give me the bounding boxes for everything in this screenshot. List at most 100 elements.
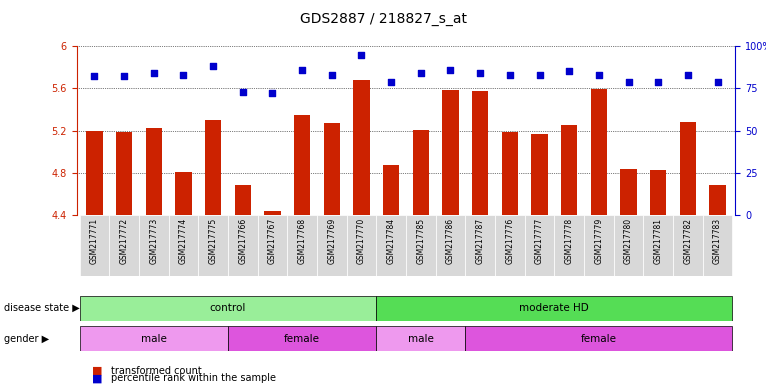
- Text: GSM217780: GSM217780: [624, 218, 633, 264]
- FancyBboxPatch shape: [198, 215, 228, 276]
- Text: disease state ▶: disease state ▶: [4, 303, 80, 313]
- Bar: [294, 115, 310, 215]
- Text: GSM217776: GSM217776: [506, 218, 514, 264]
- Text: GSM217768: GSM217768: [298, 218, 306, 264]
- Bar: [679, 122, 696, 215]
- Bar: [264, 211, 280, 215]
- Point: [237, 89, 249, 95]
- Text: GSM217772: GSM217772: [119, 218, 129, 264]
- Point: [623, 78, 635, 84]
- Bar: [532, 134, 548, 215]
- FancyBboxPatch shape: [169, 215, 198, 276]
- FancyBboxPatch shape: [465, 326, 732, 351]
- Bar: [591, 89, 607, 215]
- Text: GSM217782: GSM217782: [683, 218, 692, 264]
- Text: GSM217767: GSM217767: [268, 218, 277, 264]
- Bar: [205, 120, 221, 215]
- Text: GSM217777: GSM217777: [535, 218, 544, 264]
- Point: [533, 72, 545, 78]
- Text: GSM217770: GSM217770: [357, 218, 366, 264]
- FancyBboxPatch shape: [614, 215, 643, 276]
- FancyBboxPatch shape: [228, 215, 257, 276]
- FancyBboxPatch shape: [584, 215, 614, 276]
- Text: GSM217771: GSM217771: [90, 218, 99, 264]
- Text: moderate HD: moderate HD: [519, 303, 589, 313]
- Text: percentile rank within the sample: percentile rank within the sample: [111, 373, 276, 383]
- Text: GDS2887 / 218827_s_at: GDS2887 / 218827_s_at: [300, 12, 466, 25]
- Point: [563, 68, 575, 74]
- FancyBboxPatch shape: [495, 215, 525, 276]
- Text: ■: ■: [92, 366, 103, 376]
- FancyBboxPatch shape: [287, 215, 317, 276]
- FancyBboxPatch shape: [257, 215, 287, 276]
- Text: ■: ■: [92, 373, 103, 383]
- Bar: [87, 131, 103, 215]
- Bar: [502, 132, 518, 215]
- Bar: [383, 166, 399, 215]
- Point: [504, 72, 516, 78]
- FancyBboxPatch shape: [317, 215, 347, 276]
- FancyBboxPatch shape: [376, 296, 732, 321]
- FancyBboxPatch shape: [643, 215, 673, 276]
- Text: GSM217785: GSM217785: [416, 218, 425, 264]
- Point: [88, 73, 100, 79]
- Text: GSM217779: GSM217779: [594, 218, 604, 264]
- Point: [712, 78, 724, 84]
- FancyBboxPatch shape: [376, 215, 406, 276]
- Text: GSM217783: GSM217783: [713, 218, 722, 264]
- Text: GSM217778: GSM217778: [565, 218, 574, 264]
- Bar: [116, 132, 133, 215]
- Point: [296, 67, 308, 73]
- Point: [177, 72, 189, 78]
- FancyBboxPatch shape: [673, 215, 702, 276]
- Bar: [234, 185, 251, 215]
- Text: GSM217766: GSM217766: [238, 218, 247, 264]
- Bar: [650, 170, 666, 215]
- Bar: [620, 169, 637, 215]
- FancyBboxPatch shape: [139, 215, 169, 276]
- FancyBboxPatch shape: [436, 215, 465, 276]
- Text: GSM217773: GSM217773: [149, 218, 159, 264]
- Bar: [561, 125, 578, 215]
- Point: [118, 73, 130, 79]
- Bar: [146, 129, 162, 215]
- Text: GSM217786: GSM217786: [446, 218, 455, 264]
- Bar: [353, 80, 370, 215]
- Point: [652, 78, 664, 84]
- Point: [267, 90, 279, 96]
- FancyBboxPatch shape: [555, 215, 584, 276]
- Point: [326, 72, 338, 78]
- Text: GSM217774: GSM217774: [179, 218, 188, 264]
- Point: [385, 78, 398, 84]
- Point: [355, 51, 368, 58]
- FancyBboxPatch shape: [465, 215, 495, 276]
- Bar: [413, 129, 429, 215]
- Text: GSM217787: GSM217787: [476, 218, 485, 264]
- FancyBboxPatch shape: [406, 215, 436, 276]
- Bar: [472, 91, 488, 215]
- FancyBboxPatch shape: [228, 326, 376, 351]
- FancyBboxPatch shape: [110, 215, 139, 276]
- Text: GSM217781: GSM217781: [653, 218, 663, 264]
- Text: transformed count: transformed count: [111, 366, 201, 376]
- Point: [414, 70, 427, 76]
- FancyBboxPatch shape: [347, 215, 376, 276]
- FancyBboxPatch shape: [80, 215, 110, 276]
- FancyBboxPatch shape: [525, 215, 555, 276]
- FancyBboxPatch shape: [376, 326, 465, 351]
- Text: GSM217769: GSM217769: [327, 218, 336, 264]
- Point: [682, 72, 694, 78]
- Text: male: male: [141, 334, 167, 344]
- Text: gender ▶: gender ▶: [4, 334, 49, 344]
- Bar: [709, 185, 725, 215]
- Text: female: female: [581, 334, 617, 344]
- Point: [207, 63, 219, 70]
- Text: male: male: [408, 334, 434, 344]
- Text: GSM217775: GSM217775: [208, 218, 218, 264]
- Bar: [175, 172, 192, 215]
- Point: [593, 72, 605, 78]
- FancyBboxPatch shape: [80, 296, 376, 321]
- Text: female: female: [284, 334, 320, 344]
- Bar: [442, 91, 459, 215]
- Point: [474, 70, 486, 76]
